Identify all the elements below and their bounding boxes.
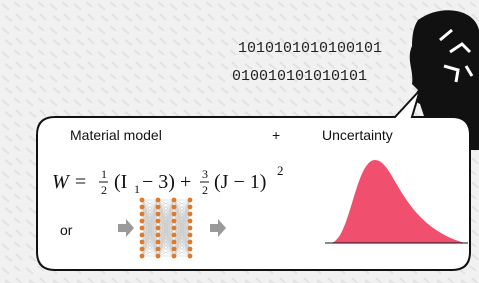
label: Material model — [70, 127, 162, 143]
node — [188, 219, 193, 224]
node — [140, 254, 145, 259]
node — [188, 205, 193, 210]
node — [172, 240, 177, 245]
node — [172, 205, 177, 210]
node — [172, 233, 177, 238]
binary-line: 1010101010100101 — [238, 40, 382, 57]
node — [188, 198, 193, 203]
formula-part: W = — [52, 171, 87, 193]
node — [172, 219, 177, 224]
node — [156, 205, 161, 210]
label: + — [272, 127, 280, 143]
formula-part: (I — [114, 171, 127, 193]
formula-part: (J − 1) — [214, 171, 266, 193]
formula-part: 1 — [101, 167, 107, 181]
node — [156, 247, 161, 252]
formula-part: 3 — [202, 167, 208, 181]
node — [140, 205, 145, 210]
node — [140, 233, 145, 238]
node — [140, 198, 145, 203]
node — [140, 212, 145, 217]
node — [156, 212, 161, 217]
node — [188, 226, 193, 231]
node — [140, 247, 145, 252]
node — [172, 254, 177, 259]
node — [188, 212, 193, 217]
formula-part: − 3) + — [142, 171, 191, 193]
node — [172, 212, 177, 217]
node — [156, 198, 161, 203]
node — [188, 233, 193, 238]
label: Uncertainty — [322, 127, 393, 143]
formula-part: 2 — [202, 183, 208, 197]
formula-part: 1 — [134, 182, 140, 196]
node — [156, 219, 161, 224]
node — [188, 247, 193, 252]
node — [140, 240, 145, 245]
formula-part: 2 — [101, 183, 107, 197]
label: or — [60, 222, 73, 238]
node — [156, 226, 161, 231]
node — [172, 226, 177, 231]
node — [188, 240, 193, 245]
node — [140, 219, 145, 224]
binary-line: 010010101010101 — [232, 68, 367, 85]
diagram: 1010101010100101 010010101010101 Materia… — [0, 0, 479, 283]
node — [172, 198, 177, 203]
node — [188, 254, 193, 259]
node — [156, 254, 161, 259]
node — [156, 240, 161, 245]
node — [156, 233, 161, 238]
node — [140, 226, 145, 231]
node — [172, 247, 177, 252]
formula-part: 2 — [277, 163, 284, 178]
